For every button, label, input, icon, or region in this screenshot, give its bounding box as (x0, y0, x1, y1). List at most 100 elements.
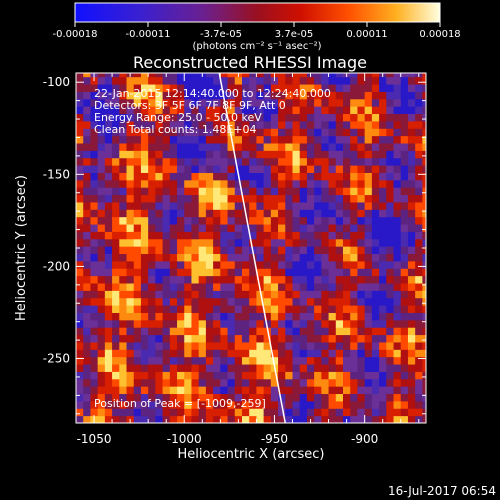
heatmap-cell (140, 253, 149, 262)
heatmap-cell (119, 106, 128, 115)
heatmap-cell (357, 106, 366, 115)
heatmap-cell (364, 334, 373, 343)
heatmap-cell (133, 356, 142, 365)
heatmap-cell (364, 76, 373, 85)
heatmap-cell (133, 120, 142, 129)
heatmap-cell (97, 319, 106, 328)
heatmap-cell (148, 312, 156, 321)
heatmap-cell (328, 290, 337, 299)
heatmap-cell (249, 393, 257, 402)
heatmap-cell (263, 113, 272, 122)
heatmap-cell (299, 349, 308, 358)
heatmap-cell (76, 128, 84, 137)
heatmap-cell (379, 297, 387, 306)
heatmap-cell (321, 283, 330, 291)
heatmap-cell (241, 364, 250, 372)
heatmap-cell (169, 187, 178, 196)
heatmap-cell (270, 290, 279, 299)
heatmap-cell (306, 157, 315, 166)
heatmap-cell (415, 246, 423, 255)
heatmap-cell (328, 253, 337, 262)
heatmap-cell (213, 378, 221, 387)
heatmap-cell (177, 91, 185, 100)
heatmap-cell (112, 128, 120, 137)
heatmap-cell (285, 201, 293, 210)
heatmap-cell (422, 73, 426, 78)
heatmap-cell (285, 408, 293, 417)
heatmap-cell (343, 128, 351, 137)
heatmap-cell (343, 349, 351, 358)
heatmap-cell (393, 194, 402, 203)
heatmap-cell (285, 371, 293, 380)
heatmap-cell (379, 150, 387, 159)
heatmap-cell (314, 172, 322, 181)
heatmap-cell (422, 128, 426, 137)
heatmap-cell (241, 201, 250, 210)
heatmap-cell (314, 341, 322, 350)
heatmap-cell (364, 378, 373, 387)
heatmap-cell (184, 128, 192, 137)
heatmap-cell (169, 172, 178, 181)
heatmap-cell (234, 305, 243, 313)
heatmap-cell (415, 334, 423, 343)
heatmap-cell (335, 341, 344, 350)
heatmap-cell (314, 209, 322, 218)
heatmap-cell (335, 253, 344, 262)
heatmap-cell (191, 290, 200, 299)
heatmap-cell (263, 143, 272, 151)
heatmap-cell (328, 312, 337, 321)
heatmap-cell (415, 91, 423, 100)
heatmap-cell (328, 106, 337, 115)
heatmap-cell (112, 283, 120, 291)
heatmap-cell (90, 312, 99, 321)
heatmap-cell (263, 246, 272, 255)
heatmap-cell (270, 187, 279, 196)
heatmap-cell (357, 172, 366, 181)
heatmap-cell (249, 165, 257, 173)
heatmap-cell (314, 194, 322, 203)
heatmap-cell (234, 408, 243, 417)
heatmap-cell (76, 231, 84, 240)
heatmap-cell (371, 157, 380, 166)
heatmap-cell (241, 135, 250, 144)
heatmap-cell (415, 260, 423, 269)
heatmap-cell (234, 246, 243, 255)
heatmap-cell (407, 349, 416, 358)
heatmap-cell (119, 113, 128, 122)
heatmap-cell (184, 113, 192, 122)
heatmap-cell (213, 216, 221, 225)
heatmap-cell (220, 187, 229, 196)
heatmap-cell (328, 349, 337, 358)
heatmap-cell (205, 283, 214, 291)
heatmap-cell (335, 334, 344, 343)
heatmap-cell (184, 268, 192, 277)
heatmap-cell (133, 143, 142, 151)
heatmap-cell (400, 364, 409, 372)
heatmap-cell (155, 305, 164, 313)
heatmap-cell (104, 364, 113, 372)
heatmap-cell (97, 253, 106, 262)
heatmap-cell (306, 319, 315, 328)
heatmap-cell (198, 319, 207, 328)
heatmap-cell (357, 73, 366, 78)
heatmap-cell (97, 157, 106, 166)
heatmap-cell (263, 349, 272, 358)
heatmap-cell (393, 319, 402, 328)
heatmap-cell (299, 305, 308, 313)
heatmap-cell (140, 135, 149, 144)
heatmap-cell (169, 268, 178, 277)
heatmap-cell (278, 268, 286, 277)
heatmap-cell (379, 231, 387, 240)
heatmap-cell (292, 128, 301, 137)
heatmap-cell (350, 327, 358, 336)
heatmap-cell (220, 327, 229, 336)
heatmap-cell (357, 305, 366, 313)
heatmap-cell (393, 334, 402, 343)
heatmap-cell (162, 84, 171, 92)
heatmap-cell (90, 165, 99, 173)
heatmap-cell (285, 327, 293, 336)
heatmap-cell (140, 290, 149, 299)
heatmap-cell (364, 297, 373, 306)
heatmap-cell (133, 364, 142, 372)
heatmap-cell (162, 312, 171, 321)
